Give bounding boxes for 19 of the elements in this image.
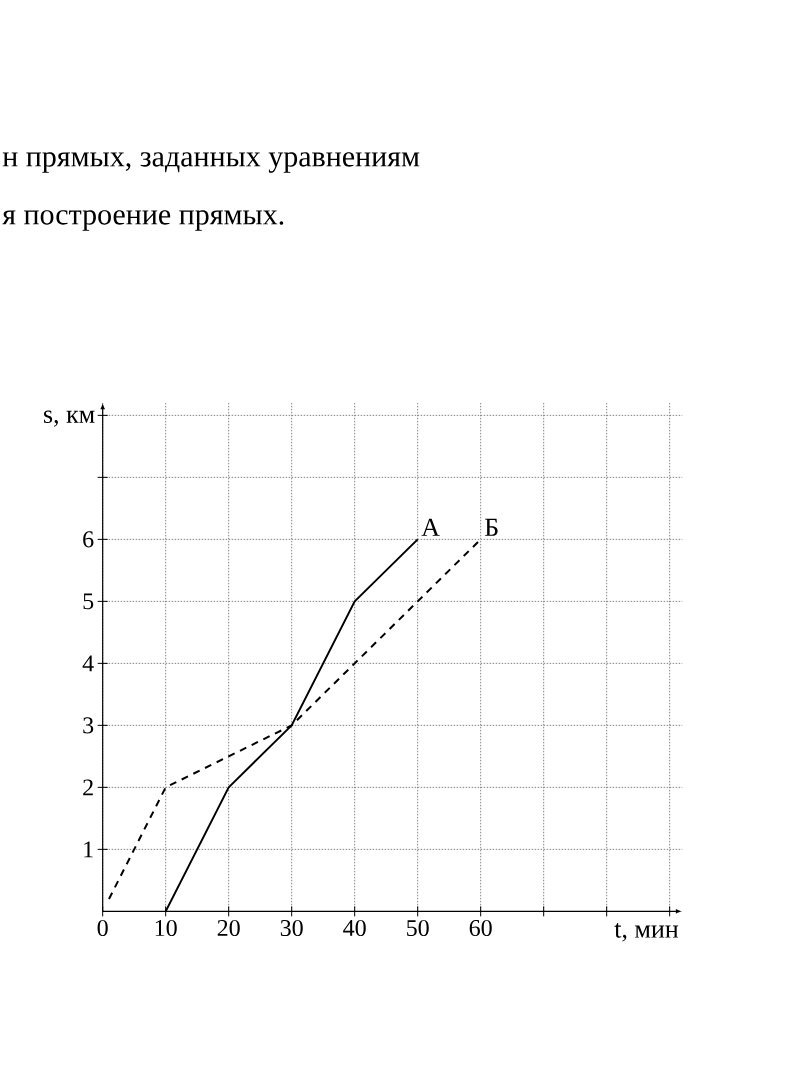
x-axis-title: t, мин [614, 922, 679, 942]
x-tick-label: 50 [407, 919, 429, 937]
x-tick-label: 20 [217, 919, 240, 937]
series-label: Б [484, 518, 498, 536]
x-tick-label: 30 [280, 919, 303, 937]
text: н прямых, заданных уравнениям [2, 152, 420, 173]
y-tick-label: 4 [82, 655, 94, 672]
x-tick-label: 40 [343, 919, 366, 937]
y-tick-label: 2 [83, 779, 93, 796]
y-tick-label: 6 [83, 531, 94, 548]
y-tick-label: 1 [84, 841, 93, 858]
y-tick-label: 3 [83, 717, 94, 734]
x-tick-label: 60 [469, 919, 492, 937]
y-tick-label: 5 [83, 593, 94, 610]
series-label: А [421, 518, 440, 536]
x-tick-label: 0 [97, 919, 108, 937]
text: я построение прямых. [2, 210, 284, 231]
y-axis-title: s, км [44, 410, 95, 427]
x-tick-label: 10 [155, 919, 177, 937]
